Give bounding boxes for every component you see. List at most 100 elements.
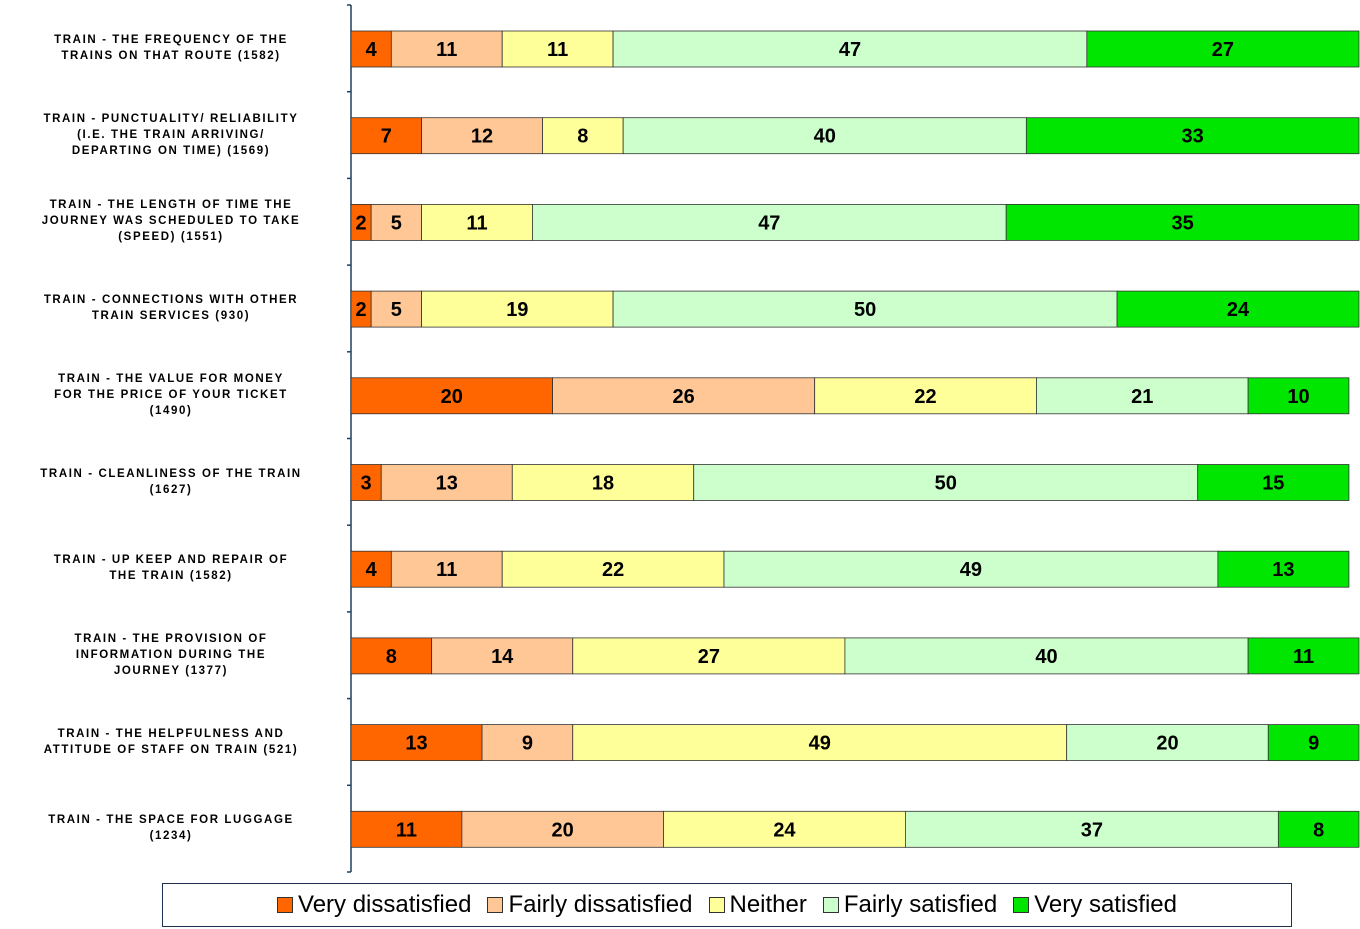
legend-item: Fairly dissatisfied <box>487 891 693 919</box>
data-label: 21 <box>1131 386 1153 408</box>
bar-segment <box>421 290 614 328</box>
data-label: 22 <box>602 559 624 581</box>
bar-segment <box>723 550 1219 588</box>
bar-segment <box>421 203 533 241</box>
bar-segment <box>370 203 422 241</box>
data-label: 35 <box>1171 212 1193 234</box>
data-label: 24 <box>1227 299 1250 321</box>
bar-segment <box>572 724 1068 761</box>
data-label: 11 <box>436 559 457 581</box>
bar-segment <box>1217 550 1350 588</box>
bar-segment <box>1267 724 1360 761</box>
data-label: 8 <box>577 126 588 148</box>
data-label: 20 <box>441 386 463 408</box>
bar-segment <box>350 464 382 501</box>
data-label: 5 <box>391 299 402 321</box>
legend-item: Very satisfied <box>1013 891 1177 919</box>
bar-segment <box>552 377 816 415</box>
bar-segment <box>1005 203 1360 241</box>
data-label: 2 <box>356 212 367 234</box>
bar-segment <box>501 550 725 588</box>
data-label: 37 <box>1081 819 1103 841</box>
data-label: 40 <box>1035 646 1057 668</box>
category-label: TRAIN - CLEANLINESS OF THE TRAIN (1627) <box>40 467 302 496</box>
bar-segment <box>350 810 463 848</box>
chart-plot: 4 11 11 47 27 7 12 8 40 33 2 5 11 47 35 2 5 19 50 24 20 26 22 2… <box>347 4 1360 873</box>
bar-segment <box>622 117 1027 155</box>
data-label: 15 <box>1262 473 1284 495</box>
category-label: TRAIN - THE LENGTH OF TIME THE JOURNEY W… <box>41 199 301 244</box>
data-label: 24 <box>773 819 796 841</box>
data-label: 50 <box>854 299 876 321</box>
data-label: 20 <box>552 819 574 841</box>
bar-segment <box>390 550 503 588</box>
bar-segment <box>1116 290 1360 328</box>
chart-legend: Very dissatisfied Fairly dissatisfied Neit… <box>162 883 1292 927</box>
category-label: TRAIN - THE PROVISION OF INFORMATION DUR… <box>74 632 268 677</box>
legend-swatch <box>708 897 725 913</box>
bar-segment <box>350 117 422 155</box>
bar-segment <box>461 810 664 848</box>
category-label: TRAIN - THE HELPFULNESS AND ATTITUDE OF … <box>43 727 299 756</box>
data-label: 11 <box>466 212 487 234</box>
data-label: 19 <box>506 299 528 321</box>
data-label: 27 <box>1212 39 1234 61</box>
legend-swatch <box>487 897 504 913</box>
legend-item: Very dissatisfied <box>277 891 471 919</box>
legend-label: Very satisfied <box>1034 891 1177 918</box>
bar-segment <box>1036 377 1249 415</box>
bar-segment <box>1247 637 1360 675</box>
legend-swatch <box>277 897 294 913</box>
data-label: 20 <box>1156 733 1178 755</box>
bar-segment <box>350 550 392 588</box>
data-label: 49 <box>809 733 831 755</box>
legend-item: Neither <box>708 891 807 919</box>
category-label: TRAIN - UP KEEP AND REPAIR OF THE TRAIN … <box>53 554 289 583</box>
data-label: 4 <box>366 559 378 581</box>
legend-swatch <box>822 897 839 913</box>
category-label: TRAIN - THE SPACE FOR LUGGAGE (1234) <box>48 814 294 843</box>
data-label: 14 <box>491 646 514 668</box>
bar-segment <box>814 377 1037 415</box>
bar-segment <box>431 637 574 675</box>
bar-segment <box>1277 810 1360 848</box>
data-label: 26 <box>673 386 695 408</box>
data-label: 47 <box>758 212 780 234</box>
data-label: 5 <box>391 212 402 234</box>
data-label: 12 <box>471 126 493 148</box>
category-label: TRAIN - PUNCTUALITY/ RELIABILITY (I.E. T… <box>43 112 299 157</box>
legend-label: Neither <box>729 891 807 918</box>
data-label: 13 <box>436 473 458 495</box>
bar-segment <box>390 30 503 68</box>
bar-segment <box>350 30 392 68</box>
data-label: 33 <box>1182 126 1204 148</box>
bar-segment <box>1197 464 1350 501</box>
data-label: 22 <box>914 386 936 408</box>
bar-segment <box>532 203 1007 241</box>
legend-label: Very dissatisfied <box>298 891 472 918</box>
data-label: 47 <box>839 39 861 61</box>
bar-segment <box>844 637 1249 675</box>
data-label: 10 <box>1287 386 1309 408</box>
data-label: 13 <box>405 733 427 755</box>
bar-segment <box>1025 117 1360 155</box>
bar-segment <box>612 290 1118 328</box>
category-label: TRAIN - CONNECTIONS WITH OTHER TRAIN SER… <box>43 294 299 323</box>
bar-segment <box>572 637 846 675</box>
bar-segment <box>693 464 1199 501</box>
bar-segment <box>1247 377 1350 415</box>
data-label: 4 <box>366 39 378 61</box>
bar-segment <box>421 117 543 155</box>
data-label: 50 <box>935 473 957 495</box>
data-label: 11 <box>396 819 417 841</box>
data-label: 18 <box>592 473 614 495</box>
bar-segment <box>350 377 554 415</box>
bar-segment <box>511 464 695 501</box>
data-label: 11 <box>436 39 457 61</box>
bar-segment <box>1066 724 1269 761</box>
bar-segment <box>481 724 574 761</box>
legend-label: Fairly satisfied <box>843 891 998 918</box>
bar-segment <box>380 464 513 501</box>
data-label: 49 <box>960 559 982 581</box>
